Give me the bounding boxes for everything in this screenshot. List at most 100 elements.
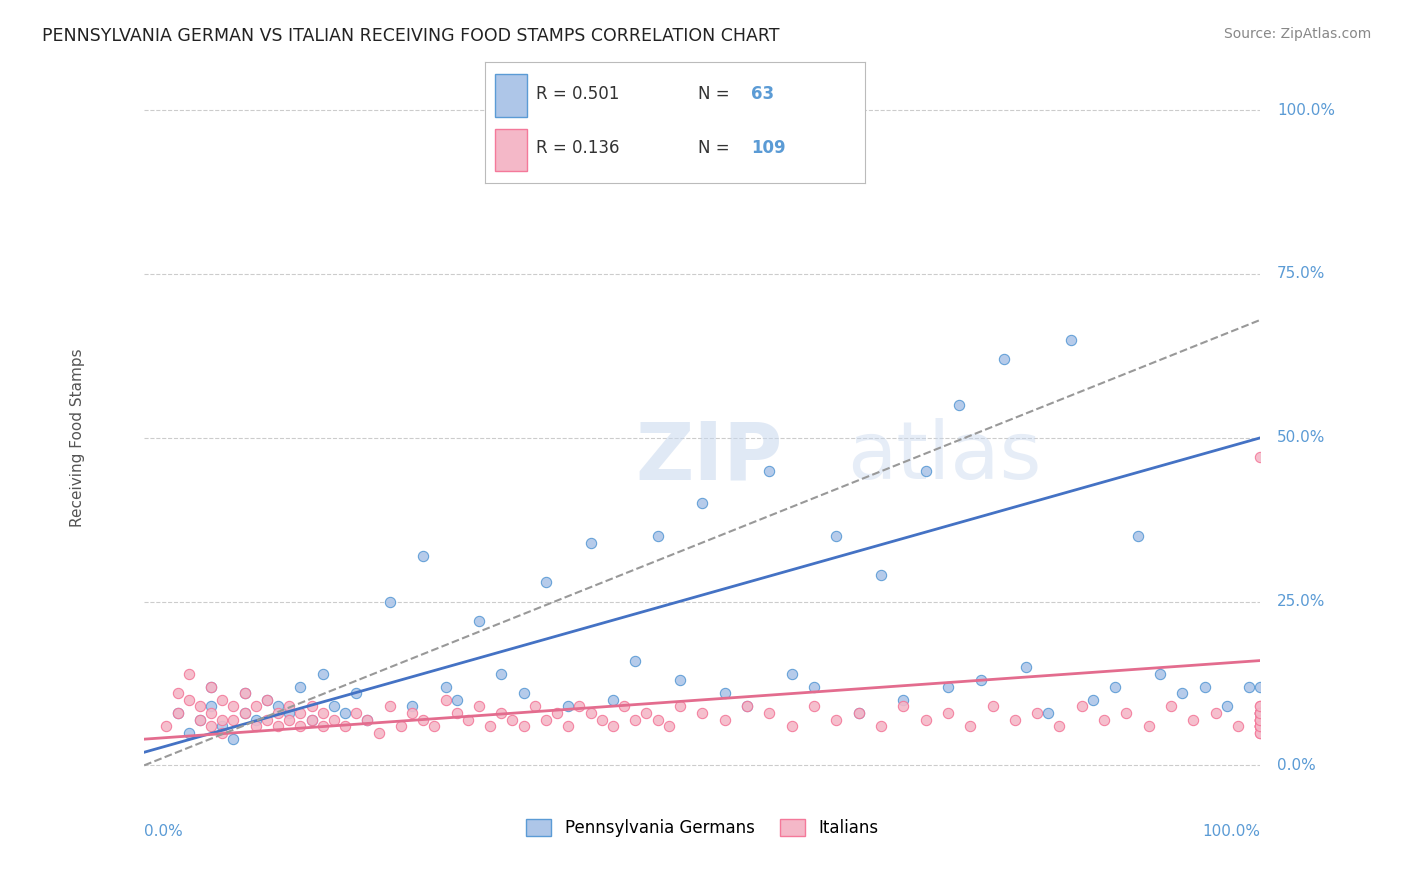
Point [602, 719, 624, 733]
Text: R = 0.501: R = 0.501 [536, 85, 620, 103]
Point [267, 719, 290, 733]
Point [378, 594, 401, 608]
Point [256, 713, 278, 727]
Point [211, 725, 233, 739]
Point [166, 686, 188, 700]
Text: 75.0%: 75.0% [1277, 267, 1326, 282]
Point [1081, 693, 1104, 707]
Point [959, 719, 981, 733]
Point [1249, 699, 1271, 714]
Point [1182, 713, 1205, 727]
Point [658, 719, 681, 733]
Point [557, 719, 579, 733]
Point [624, 654, 647, 668]
Point [1249, 725, 1271, 739]
Text: 0.0%: 0.0% [1277, 758, 1316, 772]
Point [803, 680, 825, 694]
Point [780, 666, 803, 681]
FancyBboxPatch shape [495, 75, 527, 117]
Text: Source: ZipAtlas.com: Source: ZipAtlas.com [1223, 27, 1371, 41]
Point [468, 699, 491, 714]
Point [1249, 725, 1271, 739]
Point [301, 699, 323, 714]
Point [848, 706, 870, 720]
FancyBboxPatch shape [495, 128, 527, 171]
Point [1249, 719, 1271, 733]
Point [1216, 699, 1239, 714]
Point [848, 706, 870, 720]
Point [690, 496, 713, 510]
Point [512, 719, 534, 733]
Point [780, 719, 803, 733]
Point [278, 713, 301, 727]
Point [870, 568, 893, 582]
Point [1249, 713, 1271, 727]
Text: PENNSYLVANIA GERMAN VS ITALIAN RECEIVING FOOD STAMPS CORRELATION CHART: PENNSYLVANIA GERMAN VS ITALIAN RECEIVING… [42, 27, 780, 45]
Text: 63: 63 [751, 85, 773, 103]
Point [166, 706, 188, 720]
Point [200, 680, 222, 694]
Point [1249, 713, 1271, 727]
Point [579, 706, 602, 720]
Point [1249, 706, 1271, 720]
Point [647, 529, 669, 543]
Point [233, 706, 256, 720]
Point [636, 706, 658, 720]
Point [256, 693, 278, 707]
Text: N =: N = [697, 85, 730, 103]
Text: 50.0%: 50.0% [1277, 430, 1326, 445]
Point [970, 673, 993, 688]
Point [233, 706, 256, 720]
Point [1249, 719, 1271, 733]
Point [222, 732, 245, 747]
Point [512, 686, 534, 700]
Point [312, 706, 335, 720]
Point [245, 713, 267, 727]
Text: R = 0.136: R = 0.136 [536, 139, 620, 157]
Point [1171, 686, 1194, 700]
Point [936, 680, 959, 694]
Point [624, 713, 647, 727]
Point [1137, 719, 1160, 733]
Point [491, 666, 513, 681]
Point [401, 699, 423, 714]
Point [647, 713, 669, 727]
Point [177, 666, 200, 681]
Point [1070, 699, 1092, 714]
Point [713, 686, 735, 700]
Text: 0.0%: 0.0% [145, 824, 183, 839]
Point [758, 706, 780, 720]
Point [1249, 713, 1271, 727]
Point [1249, 719, 1271, 733]
Point [1049, 719, 1071, 733]
Point [669, 699, 692, 714]
Point [401, 706, 423, 720]
Point [233, 686, 256, 700]
Point [378, 699, 401, 714]
Legend: Pennsylvania Germans, Italians: Pennsylvania Germans, Italians [520, 813, 884, 844]
Point [948, 398, 970, 412]
Point [981, 699, 1004, 714]
Point [1249, 713, 1271, 727]
Point [891, 693, 914, 707]
Point [412, 549, 434, 563]
Point [502, 713, 524, 727]
Point [534, 574, 557, 589]
Point [1160, 699, 1182, 714]
Point [914, 464, 936, 478]
Point [1092, 713, 1115, 727]
Point [825, 529, 848, 543]
Point [468, 614, 491, 628]
Point [1249, 719, 1271, 733]
Point [870, 719, 893, 733]
Point [278, 706, 301, 720]
Point [669, 673, 692, 688]
Point [1194, 680, 1216, 694]
Point [534, 713, 557, 727]
Text: ZIP: ZIP [636, 418, 783, 497]
Text: 100.0%: 100.0% [1277, 103, 1336, 118]
Point [735, 699, 758, 714]
Point [322, 713, 344, 727]
Point [758, 464, 780, 478]
Point [1249, 706, 1271, 720]
